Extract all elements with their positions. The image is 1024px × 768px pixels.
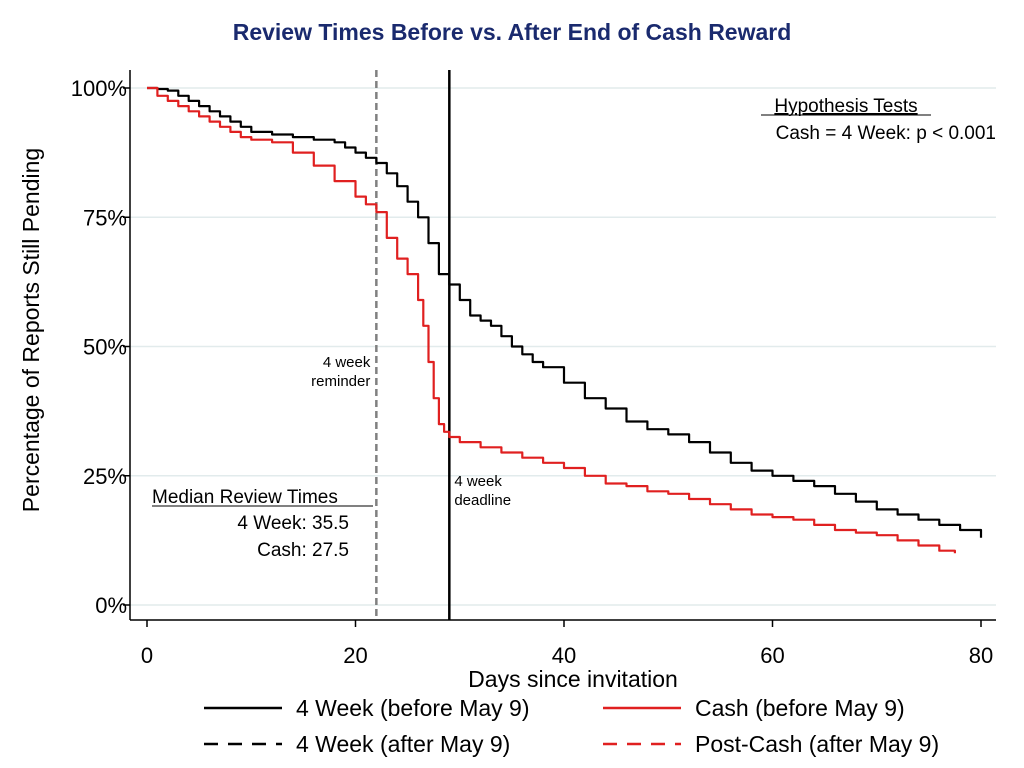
reference-lines: 4 week reminder 4 week deadline: [311, 70, 511, 620]
x-tick-label: 20: [343, 643, 367, 668]
legend-label: 4 Week (after May 9): [296, 731, 510, 757]
x-tick-label: 0: [141, 643, 153, 668]
hypothesis-title: Hypothesis Tests: [774, 96, 917, 117]
y-tick-label: 50%: [83, 335, 127, 360]
y-tick-label: 25%: [83, 464, 127, 489]
median-cash: Cash: 27.5: [257, 540, 349, 561]
hypothesis-line: Cash = 4 Week: p < 0.001: [776, 123, 996, 144]
reference-line-label: reminder: [311, 373, 370, 390]
gridlines: [130, 87, 996, 606]
y-tick-label: 75%: [83, 205, 127, 230]
median-box: Median Review Times 4 Week: 35.5 Cash: 2…: [152, 487, 373, 561]
legend-label: Cash (before May 9): [695, 695, 905, 721]
x-tick-label: 60: [760, 643, 784, 668]
median-title: Median Review Times: [152, 487, 338, 508]
series-line-0: [147, 86, 983, 538]
axes: [129, 70, 996, 621]
series-lines: [147, 86, 983, 554]
y-tick-label: 0%: [95, 593, 127, 618]
reference-line-label: 4 week: [454, 473, 502, 490]
y-axis-ticks: 0% 25% 50% 75% 100%: [71, 76, 130, 618]
legend-label: 4 Week (before May 9): [296, 695, 530, 721]
x-tick-label: 40: [552, 643, 576, 668]
median-4week: 4 Week: 35.5: [237, 513, 349, 534]
chart-title: Review Times Before vs. After End of Cas…: [233, 19, 792, 45]
series-line-1: [147, 86, 956, 554]
x-axis-title: Days since invitation: [468, 666, 678, 692]
legend-label: Post-Cash (after May 9): [695, 731, 939, 757]
reference-line-label: 4 week: [323, 354, 371, 371]
x-tick-label: 80: [969, 643, 993, 668]
legend: 4 Week (before May 9) Cash (before May 9)…: [204, 695, 939, 757]
y-tick-label: 100%: [71, 76, 127, 101]
x-axis-ticks: 0 20 40 60 80: [141, 620, 993, 668]
y-axis-title: Percentage of Reports Still Pending: [18, 148, 44, 512]
hypothesis-box: Hypothesis Tests Cash = 4 Week: p < 0.00…: [761, 96, 996, 144]
reference-line-label: deadline: [454, 492, 511, 509]
